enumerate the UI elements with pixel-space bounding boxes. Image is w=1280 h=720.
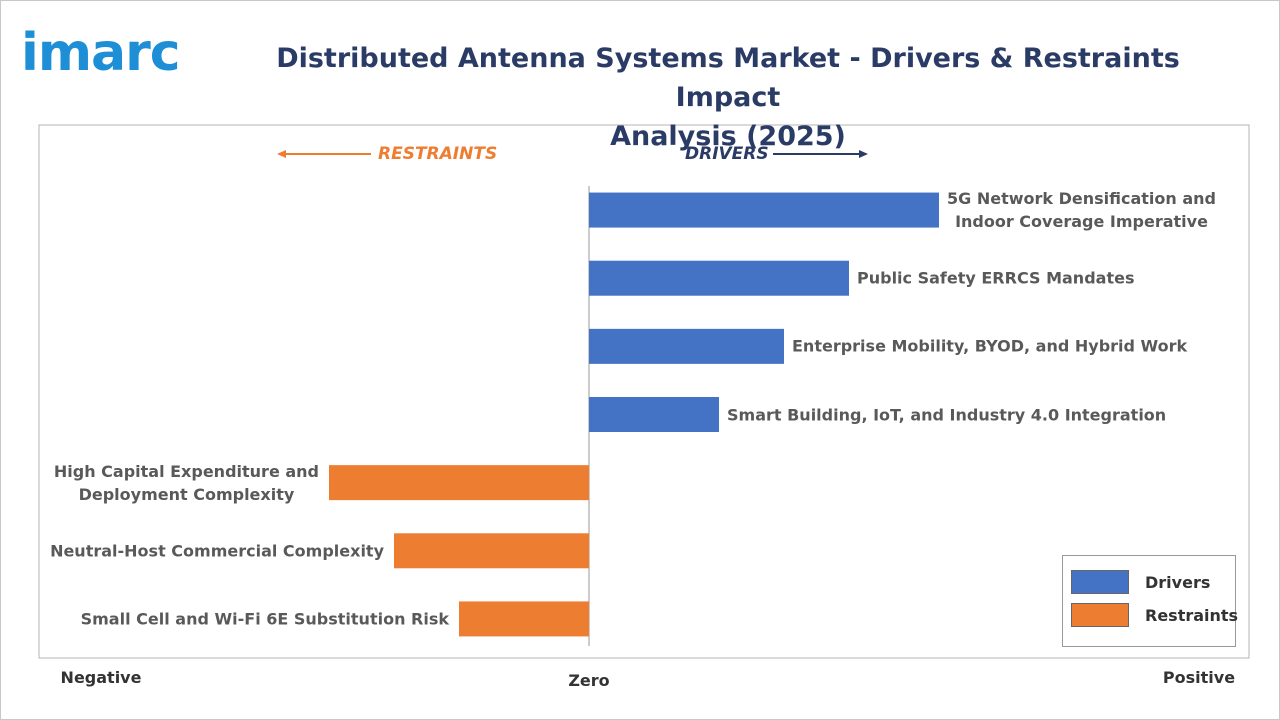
category-label: Enterprise Mobility, BYOD, and Hybrid Wo…	[792, 336, 1188, 356]
category-label: Neutral-Host Commercial Complexity	[50, 541, 384, 561]
legend-label: Drivers	[1145, 572, 1211, 592]
axis-label: Negative	[60, 668, 142, 687]
bar	[589, 260, 849, 296]
arrowhead	[859, 150, 868, 158]
chart-title: Distributed Antenna Systems Market - Dri…	[276, 43, 1180, 152]
bar	[459, 601, 589, 637]
legend: Drivers Restraints	[1062, 555, 1238, 647]
axis-label: Positive	[1162, 668, 1236, 687]
legend-entry: Drivers	[1071, 570, 1210, 594]
restraints-header: RESTRAINTS	[378, 144, 498, 164]
legend-swatch	[1071, 570, 1129, 594]
category-label: High Capital Expenditure and Deployment …	[53, 461, 319, 504]
category-label: Small Cell and Wi-Fi 6E Substitution Ris…	[80, 609, 449, 629]
axis-label: Zero	[568, 671, 610, 690]
bar	[329, 465, 589, 501]
category-label: Smart Building, IoT, and Industry 4.0 In…	[727, 405, 1167, 424]
logo: imarc	[21, 23, 181, 83]
category-label: Public Safety ERRCS Mandates	[857, 268, 1135, 288]
legend-entry: Restraints	[1071, 603, 1238, 627]
bar	[589, 328, 784, 364]
legend-swatch	[1071, 603, 1129, 627]
bar	[589, 192, 939, 228]
bar	[589, 397, 719, 432]
arrowhead	[277, 150, 286, 158]
category-label: 5G Network Densification and Indoor Cove…	[947, 189, 1216, 232]
drivers-header: DRIVERS	[685, 144, 769, 164]
bar	[394, 533, 589, 569]
legend-label: Restraints	[1145, 605, 1239, 625]
